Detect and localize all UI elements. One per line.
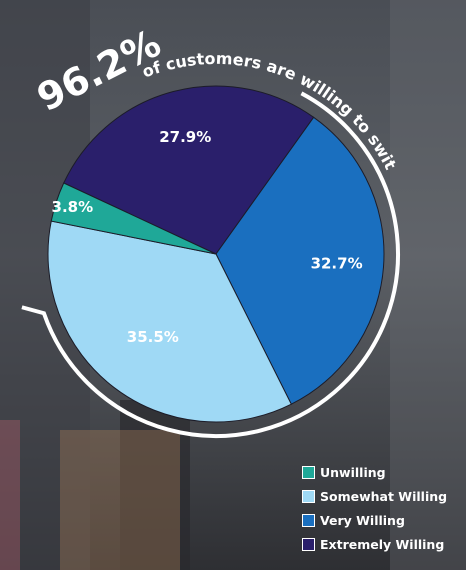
slice-label-somewhat-willing: 35.5%: [127, 328, 179, 346]
slice-label-unwilling: 3.8%: [52, 198, 94, 216]
legend: Unwilling Somewhat Willing Very Willing Ext…: [302, 460, 447, 556]
slice-label-very-willing: 32.7%: [311, 254, 363, 272]
legend-swatch: [302, 537, 315, 551]
legend-label: Very Willing: [320, 512, 405, 528]
legend-item-very-willing: Very Willing: [302, 508, 447, 532]
pie-slice-very-willing: [215, 116, 385, 405]
legend-label: Somewhat Willing: [320, 488, 448, 504]
legend-swatch: [302, 489, 315, 503]
legend-swatch: [302, 513, 315, 527]
legend-item-unwilling: Unwilling: [302, 460, 447, 484]
legend-item-extremely-willing: Extremely Willing: [302, 532, 447, 556]
slice-label-extremely-willing: 27.9%: [159, 128, 211, 146]
pie-slice-somewhat-willing: [47, 220, 292, 423]
pie-slice-unwilling: [50, 182, 217, 255]
legend-label: Extremely Willing: [320, 536, 445, 552]
legend-item-somewhat-willing: Somewhat Willing: [302, 484, 447, 508]
legend-label: Unwilling: [320, 464, 386, 480]
legend-swatch: [302, 465, 315, 479]
highlight-arc: [21, 91, 400, 438]
